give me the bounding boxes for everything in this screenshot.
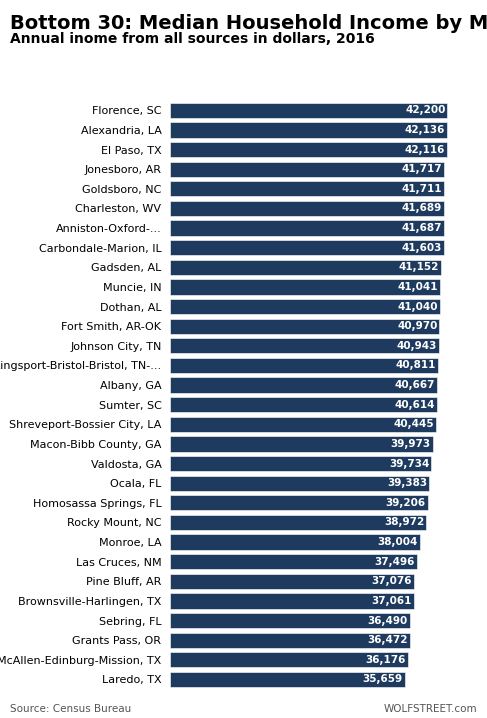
Bar: [170, 475, 429, 491]
Bar: [170, 397, 437, 412]
Text: 40,614: 40,614: [394, 400, 435, 410]
Bar: [170, 613, 410, 628]
Text: 39,206: 39,206: [386, 498, 426, 508]
Bar: [170, 515, 426, 530]
Bar: [170, 201, 444, 216]
Text: 42,116: 42,116: [405, 144, 445, 154]
Text: 38,004: 38,004: [377, 537, 418, 547]
Text: 41,687: 41,687: [402, 223, 442, 233]
Bar: [170, 554, 416, 569]
Bar: [170, 416, 436, 432]
Text: 36,176: 36,176: [366, 655, 406, 665]
Text: 41,152: 41,152: [398, 262, 439, 272]
Text: 36,472: 36,472: [367, 635, 408, 645]
Text: 37,496: 37,496: [374, 556, 414, 567]
Bar: [170, 672, 405, 687]
Bar: [170, 122, 447, 138]
Bar: [170, 534, 420, 550]
Text: 38,972: 38,972: [384, 518, 424, 528]
Text: 37,076: 37,076: [372, 577, 412, 587]
Text: 41,040: 41,040: [397, 302, 438, 312]
Text: 40,943: 40,943: [397, 341, 437, 351]
Text: 41,711: 41,711: [402, 184, 442, 194]
Bar: [170, 574, 414, 589]
Bar: [170, 633, 410, 648]
Bar: [170, 240, 444, 256]
Text: 39,734: 39,734: [389, 459, 430, 469]
Text: 40,970: 40,970: [397, 321, 437, 331]
Bar: [170, 142, 447, 157]
Text: 39,973: 39,973: [391, 439, 431, 449]
Bar: [170, 652, 408, 668]
Text: 36,490: 36,490: [368, 615, 408, 625]
Bar: [170, 338, 439, 353]
Text: 39,383: 39,383: [387, 478, 427, 488]
Text: 41,603: 41,603: [401, 243, 442, 253]
Text: 37,061: 37,061: [372, 596, 412, 606]
Text: 41,689: 41,689: [402, 203, 442, 213]
Bar: [170, 495, 428, 510]
Bar: [170, 181, 444, 197]
Bar: [170, 162, 444, 177]
Bar: [170, 220, 444, 236]
Bar: [170, 437, 433, 452]
Text: 40,667: 40,667: [395, 380, 435, 390]
Text: 35,659: 35,659: [362, 674, 403, 684]
Text: Annual inome from all sources in dollars, 2016: Annual inome from all sources in dollars…: [10, 32, 375, 46]
Bar: [170, 279, 440, 294]
Text: WOLFSTREET.com: WOLFSTREET.com: [384, 704, 477, 714]
Bar: [170, 358, 438, 373]
Bar: [170, 378, 437, 393]
Bar: [170, 456, 431, 471]
Bar: [170, 299, 440, 314]
Text: 41,041: 41,041: [397, 282, 438, 292]
Text: Source: Census Bureau: Source: Census Bureau: [10, 704, 131, 714]
Bar: [170, 319, 439, 334]
Text: 41,717: 41,717: [402, 164, 442, 174]
Text: Bottom 30: Median Household Income by Metro: Bottom 30: Median Household Income by Me…: [10, 14, 487, 33]
Bar: [170, 260, 441, 275]
Text: 40,811: 40,811: [396, 360, 436, 370]
Text: 42,200: 42,200: [405, 106, 446, 116]
Bar: [170, 593, 414, 609]
Bar: [170, 103, 448, 118]
Text: 42,136: 42,136: [405, 125, 445, 135]
Text: 40,445: 40,445: [393, 419, 434, 429]
